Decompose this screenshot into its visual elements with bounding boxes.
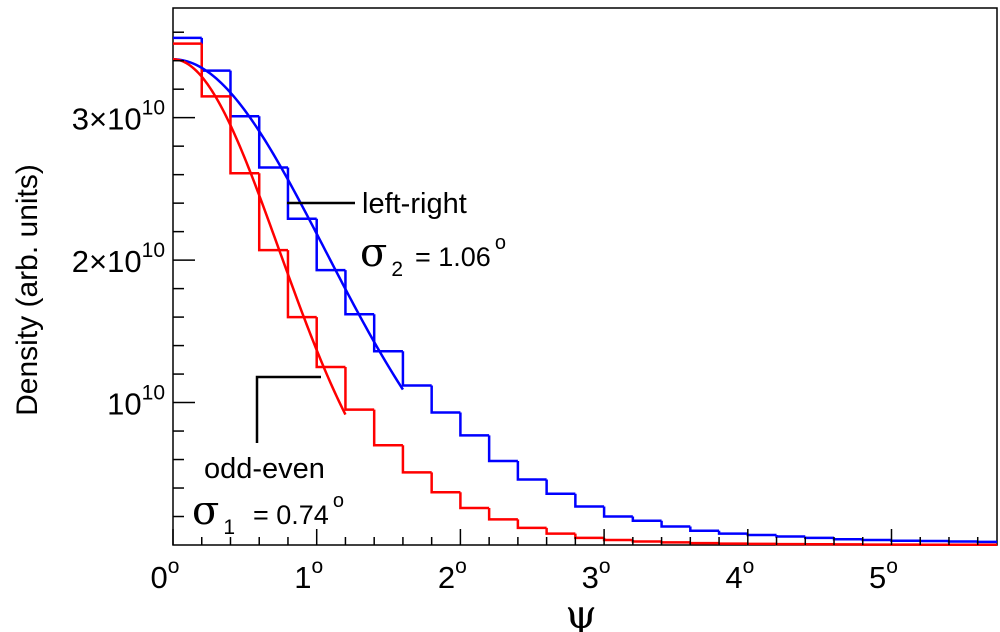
y-tick-mantissa: 3× (72, 102, 107, 137)
annotation-odd-even-leader (255, 375, 321, 443)
x-tick-number: 3 (582, 560, 599, 595)
y-tick-base: 10 (107, 387, 141, 422)
annotation-left-right-label: left-right (362, 188, 467, 220)
histogram-bin (372, 314, 403, 353)
histogram-bin (746, 533, 777, 537)
histogram-bin (574, 533, 605, 540)
histogram-bin (516, 460, 547, 481)
histogram-bin (545, 479, 576, 495)
annotation-odd-even: odd-even σ 1 = 0.74 o (192, 375, 344, 539)
y-tick-label: 2×1010 (72, 239, 165, 279)
x-tick-number: 0 (151, 560, 168, 595)
histogram-bin (459, 492, 490, 510)
degree-sup: o (886, 555, 898, 578)
histogram-bin (631, 540, 662, 543)
x-tick-label: 4o (725, 555, 754, 595)
histogram-bin (689, 541, 720, 545)
histogram-bin (574, 493, 605, 508)
histogram-bin (430, 472, 461, 494)
degree-sup: o (311, 555, 323, 578)
y-tick-base: 10 (107, 244, 141, 279)
histogram-bin (631, 516, 662, 523)
histogram-bin (401, 445, 432, 474)
fit-curve-3 (172, 58, 347, 416)
degree-sup: o (333, 490, 344, 512)
histogram-bin (430, 385, 461, 414)
x-axis-title: ψ (565, 592, 596, 632)
x-tick-label: 5o (869, 555, 898, 595)
plot-frame (172, 7, 998, 546)
histogram-bin (459, 412, 490, 437)
y-tick-label: 3×1010 (72, 97, 165, 137)
histogram-bin (487, 507, 518, 521)
histogram-bin (487, 435, 518, 463)
x-tick-number: 4 (725, 560, 742, 595)
histogram-bin (401, 351, 432, 387)
histogram-bin (372, 409, 403, 447)
y-tick-exponent: 10 (142, 239, 165, 262)
histogram-bin (257, 173, 288, 252)
y-tick-base: 10 (107, 102, 141, 137)
fit-curve-2 (172, 58, 404, 391)
y-tick-exponent: 10 (142, 97, 165, 120)
annotation-odd-even-label: odd-even (204, 453, 325, 485)
y-axis-title: Density (arb. units) (11, 164, 44, 416)
degree-sup: o (599, 555, 611, 578)
degree-sup: o (168, 555, 180, 578)
histogram-bin (200, 37, 231, 72)
sigma-symbol: σ (192, 488, 219, 534)
histogram-bin (344, 270, 375, 316)
degree-sup: o (455, 555, 467, 578)
x-tick-label: 2o (438, 555, 467, 595)
degree-sup: o (743, 555, 755, 578)
sigma-value: = 0.74 (253, 500, 329, 530)
histogram-bin (516, 519, 547, 530)
histogram-bin (257, 116, 288, 169)
x-tick-label: 0o (151, 555, 180, 595)
histogram-bin (660, 541, 691, 544)
x-tick-label: 1o (294, 555, 323, 595)
y-tick-exponent: 10 (142, 382, 165, 405)
histogram-bin (286, 167, 317, 221)
histogram-bin (832, 537, 863, 541)
histogram-bin (344, 366, 375, 411)
histogram-bin (660, 520, 691, 528)
degree-sup: o (495, 232, 506, 254)
histogram-bin (775, 535, 806, 538)
annotation-left-right-sigma: σ 2 = 1.06 o (360, 230, 506, 281)
histogram-bin (689, 526, 720, 533)
histogram-bin (717, 530, 748, 535)
x-tick-number: 2 (438, 560, 455, 595)
sigma-symbol: σ (360, 230, 387, 276)
histogram-bin (861, 538, 892, 542)
histogram-bin (890, 539, 921, 542)
histogram-bin (804, 536, 835, 540)
histogram-bin (315, 317, 346, 369)
histogram-bin (602, 506, 633, 518)
sigma-value: = 1.06 (415, 242, 491, 272)
histogram-bin (200, 43, 231, 98)
x-tick-number: 1 (294, 560, 311, 595)
histogram-bin (545, 527, 576, 535)
y-tick-mantissa: 2× (72, 244, 107, 279)
y-tick-label: 1010 (107, 382, 165, 422)
annotation-left-right: left-right σ 2 = 1.06 o (287, 188, 506, 281)
x-tick-label: 3o (582, 555, 611, 595)
sigma-subscript: 1 (223, 516, 235, 539)
annotation-odd-even-sigma: σ 1 = 0.74 o (192, 488, 344, 539)
histogram-bin (602, 537, 633, 542)
x-tick-number: 5 (869, 560, 886, 595)
sigma-subscript: 2 (391, 258, 403, 281)
